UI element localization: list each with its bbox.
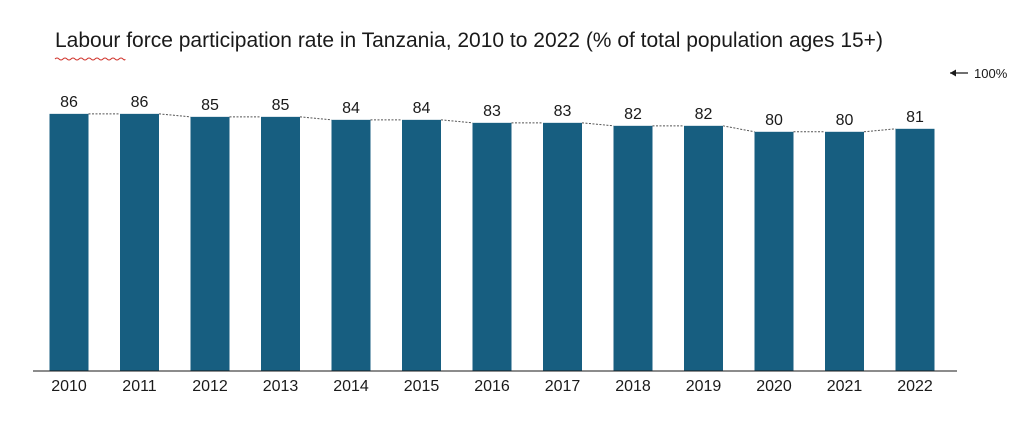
x-tick-2022: 2022 [897,378,933,395]
connector-2019 [722,125,755,133]
bar-2016 [472,122,512,371]
connector-2017 [581,122,614,127]
max-marker-label: 100% [974,66,1008,81]
x-tick-2017: 2017 [545,378,581,395]
connector-2011 [158,113,191,118]
value-label-2015: 84 [413,100,431,117]
x-tick-2021: 2021 [827,378,863,395]
value-label-2021: 80 [836,112,854,129]
bar-2011 [120,113,159,372]
x-tick-2018: 2018 [615,378,651,395]
bar-2010 [49,113,89,372]
bar-2012 [190,116,230,371]
value-labels: 86 86 85 85 84 84 83 83 82 82 80 80 81 [60,94,924,129]
x-tick-labels: 2010 2011 2012 2013 2014 2015 2016 2017 2018 2019… [51,378,933,395]
max-marker-arrowhead [950,69,956,77]
value-label-2010: 86 [60,94,78,111]
value-label-2016: 83 [483,103,501,120]
x-tick-2020: 2020 [756,378,792,395]
bar-2013 [261,116,300,371]
x-tick-2014: 2014 [333,378,369,395]
bars [49,113,935,372]
value-label-2013: 85 [272,97,290,114]
x-tick-2013: 2013 [263,378,299,395]
connector-2015 [440,119,473,124]
bar-2017 [543,122,582,371]
value-label-2020: 80 [765,112,783,129]
value-label-2012: 85 [201,97,219,114]
value-label-2017: 83 [554,103,572,120]
connector-lines [88,113,896,133]
value-label-2011: 86 [131,94,149,111]
bar-2015 [402,119,441,371]
x-tick-2016: 2016 [474,378,510,395]
value-label-2014: 84 [342,100,360,117]
value-label-2019: 82 [695,106,713,123]
bar-2019 [684,125,723,371]
value-label-2018: 82 [624,106,642,123]
bar-2022 [895,128,935,371]
max-marker: 100% [950,66,1008,81]
x-tick-2011: 2011 [122,378,157,395]
bar-2021 [825,131,864,371]
value-label-2022: 81 [906,109,924,126]
connector-2021 [863,128,896,133]
chart-title: Labour force participation rate in Tanza… [55,29,883,52]
bar-2014 [331,119,371,371]
x-tick-2019: 2019 [686,378,722,395]
connector-2013 [299,116,332,121]
spellcheck-underline [54,57,126,61]
bar-2018 [613,125,653,371]
x-tick-2012: 2012 [192,378,228,395]
x-tick-2015: 2015 [404,378,440,395]
x-tick-2010: 2010 [51,378,87,395]
bar-2020 [754,131,794,371]
